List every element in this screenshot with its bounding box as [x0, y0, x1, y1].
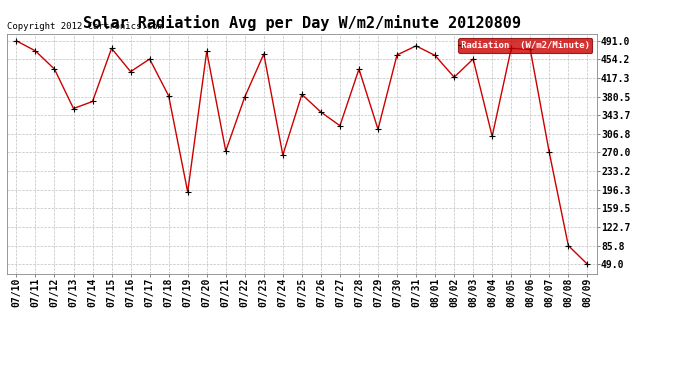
Legend: Radiation  (W/m2/Minute): Radiation (W/m2/Minute)	[458, 38, 592, 53]
Radiation  (W/m2/Minute)	[507, 46, 515, 51]
Radiation  (W/m2/Minute)	[146, 57, 154, 61]
Radiation  (W/m2/Minute)	[31, 49, 39, 53]
Line: Radiation  (W/m2/Minute): Radiation (W/m2/Minute)	[14, 38, 590, 267]
Radiation  (W/m2/Minute)	[488, 134, 496, 139]
Radiation  (W/m2/Minute)	[317, 110, 325, 114]
Radiation  (W/m2/Minute)	[108, 46, 116, 51]
Radiation  (W/m2/Minute)	[469, 57, 477, 61]
Title: Solar Radiation Avg per Day W/m2/minute 20120809: Solar Radiation Avg per Day W/m2/minute …	[83, 15, 521, 31]
Text: Copyright 2012 Cartronics.com: Copyright 2012 Cartronics.com	[7, 22, 163, 32]
Radiation  (W/m2/Minute)	[564, 243, 573, 248]
Radiation  (W/m2/Minute)	[336, 123, 344, 128]
Radiation  (W/m2/Minute)	[298, 92, 306, 97]
Radiation  (W/m2/Minute)	[12, 39, 21, 43]
Radiation  (W/m2/Minute)	[203, 49, 211, 54]
Radiation  (W/m2/Minute)	[374, 127, 382, 132]
Radiation  (W/m2/Minute)	[412, 44, 420, 48]
Radiation  (W/m2/Minute)	[259, 52, 268, 56]
Radiation  (W/m2/Minute)	[184, 190, 192, 194]
Radiation  (W/m2/Minute)	[164, 94, 172, 98]
Radiation  (W/m2/Minute)	[583, 262, 591, 266]
Radiation  (W/m2/Minute)	[126, 69, 135, 74]
Radiation  (W/m2/Minute)	[50, 67, 59, 71]
Radiation  (W/m2/Minute)	[545, 150, 553, 155]
Radiation  (W/m2/Minute)	[526, 47, 534, 52]
Radiation  (W/m2/Minute)	[241, 94, 249, 99]
Radiation  (W/m2/Minute)	[450, 75, 458, 80]
Radiation  (W/m2/Minute)	[431, 53, 440, 58]
Radiation  (W/m2/Minute)	[279, 153, 287, 157]
Radiation  (W/m2/Minute)	[221, 149, 230, 153]
Radiation  (W/m2/Minute)	[70, 106, 78, 111]
Radiation  (W/m2/Minute)	[355, 67, 363, 71]
Radiation  (W/m2/Minute)	[88, 99, 97, 104]
Radiation  (W/m2/Minute)	[393, 53, 401, 57]
